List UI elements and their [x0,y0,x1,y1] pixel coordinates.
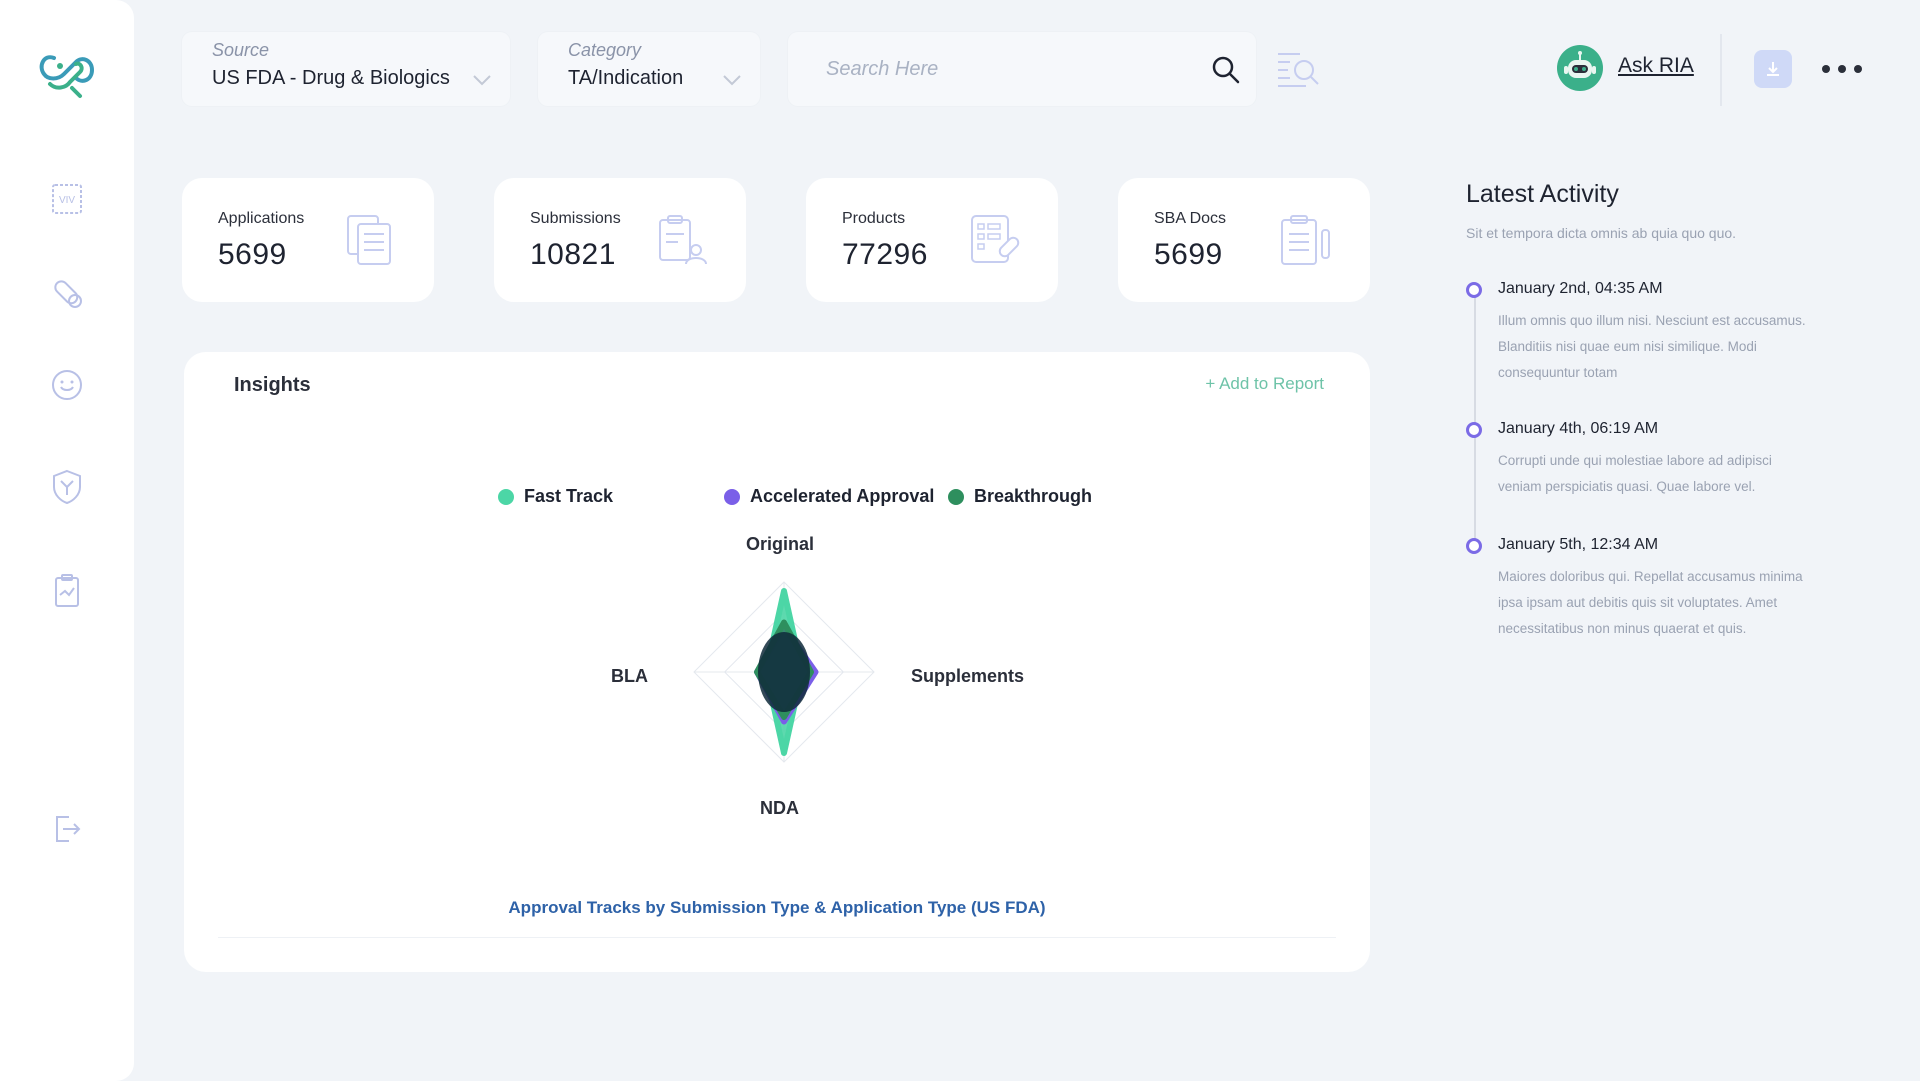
stat-value: 10821 [530,238,616,271]
sidebar: VIV [0,0,134,1081]
download-icon [1767,62,1779,76]
legend-accelerated-approval[interactable]: Accelerated Approval [724,486,934,507]
activity-text: Corrupti unde qui molestiae labore ad ad… [1498,453,1772,494]
stat-value: 5699 [218,238,287,271]
insights-title: Insights [234,374,311,396]
source-label: Source [212,40,270,60]
stat-card-sba-docs[interactable]: SBA Docs 5699 [1118,178,1370,302]
baby-face-icon [52,370,82,400]
axis-label-bla: BLA [611,666,648,686]
activity-subtitle: Sit et tempora dicta omnis ab quia quo q… [1466,225,1737,241]
clipboard-pen-icon [1281,215,1330,265]
category-label: Category [568,40,642,60]
stat-card-products[interactable]: Products 77296 [806,178,1058,302]
axis-label-nda: NDA [760,798,799,818]
legend-label: Breakthrough [974,486,1093,506]
pill-icon [54,280,82,308]
dot-icon [1854,65,1862,73]
stat-label: Products [842,210,906,227]
legend-dot [724,488,740,505]
insights-panel: Insights + Add to Report Fast Track Acce… [184,352,1370,972]
activity-text: Maiores doloribus qui. Repellat accusamu… [1498,569,1803,636]
timeline-line [1474,288,1476,544]
brand-logo-icon[interactable] [36,44,98,102]
sidebar-item-immunology[interactable] [44,464,90,510]
advanced-search-icon[interactable] [1276,48,1320,90]
legend-dot [948,488,964,505]
activity-date: January 4th, 06:19 AM [1498,420,1659,437]
radar-overlap-core [758,632,810,712]
category-dropdown[interactable]: Category TA/Indication [538,32,760,106]
latest-activity-panel: Latest Activity Sit et tempora dicta omn… [1466,180,1866,636]
sidebar-item-viv[interactable]: VIV [44,176,90,222]
sidebar-item-reports[interactable] [44,568,90,614]
stat-card-applications[interactable]: Applications 5699 [182,178,434,302]
stat-label: Applications [218,210,305,227]
more-options-button[interactable] [1822,54,1862,84]
activity-date: January 2nd, 04:35 AM [1498,280,1663,297]
activity-text: Illum omnis quo illum nisi. Nesciunt est… [1498,313,1806,380]
search-input[interactable] [826,54,1166,84]
legend-dot [498,488,514,505]
stat-label: Submissions [530,210,621,227]
axis-label-original: Original [746,534,815,554]
legend-label: Accelerated Approval [750,486,935,506]
documents-icon [347,215,391,265]
logout-icon [56,816,81,842]
pill-list-icon [971,215,1020,263]
category-value: TA/Indication [568,67,684,89]
dot-icon [1822,65,1830,73]
download-button[interactable] [1754,50,1792,88]
shield-antibody-icon [53,469,81,505]
robot-avatar-icon[interactable] [1556,44,1604,92]
stat-label: SBA Docs [1154,210,1227,227]
search-icon[interactable] [1210,54,1242,86]
sidebar-item-drugs[interactable] [44,270,90,316]
stat-card-submissions[interactable]: Submissions 10821 [494,178,746,302]
timeline-dot-icon [1466,422,1482,438]
ask-ria-link[interactable]: Ask RIA [1618,54,1694,77]
add-to-report-button[interactable]: + Add to Report [1205,374,1324,393]
chart-title: Approval Tracks by Submission Type & App… [508,898,1046,917]
timeline-dot-icon [1466,282,1482,298]
activity-date: January 5th, 12:34 AM [1498,536,1659,553]
chip-icon: VIV [52,184,82,214]
legend-breakthrough[interactable]: Breakthrough [948,486,1092,507]
divider [218,937,1336,938]
activity-title: Latest Activity [1466,180,1619,208]
source-dropdown[interactable]: Source US FDA - Drug & Biologics [182,32,510,106]
timeline-dot-icon [1466,538,1482,554]
stat-value: 77296 [842,238,928,271]
search-bar [788,32,1256,106]
stat-value: 5699 [1154,238,1223,271]
dot-icon [1838,65,1846,73]
legend-label: Fast Track [524,486,614,506]
clipboard-user-icon [659,215,707,265]
svg-text:VIV: VIV [59,195,75,206]
header-divider [1720,34,1722,106]
legend-fast-track[interactable]: Fast Track [498,486,613,507]
chevron-down-icon [473,75,491,86]
axis-label-supplements: Supplements [911,666,1025,686]
radar-chart [693,581,875,763]
source-value: US FDA - Drug & Biologics [212,67,450,89]
clipboard-chart-icon [55,574,79,607]
sidebar-item-pediatrics[interactable] [44,362,90,408]
chevron-down-icon [723,75,741,86]
logout-button[interactable] [44,806,90,852]
